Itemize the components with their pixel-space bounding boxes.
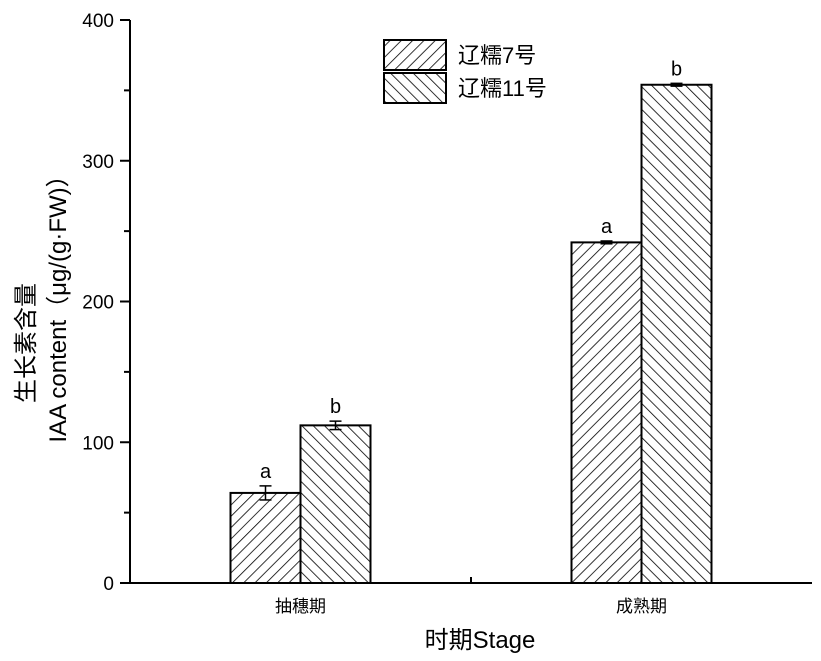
legend-label: 辽糯11号 [458,76,547,101]
x-axis-label: 时期Stage [425,627,536,654]
y-tick-label: 200 [82,293,114,314]
legend-swatch [383,72,447,104]
legend-swatch [383,39,447,71]
y-tick-label: 300 [82,152,114,173]
y-axis-label-line1: 生长素含量 [13,283,40,403]
x-tick-label: 成熟期 [616,596,667,616]
significance-label: b [671,58,682,80]
y-tick-label: 400 [82,11,114,32]
y-axis-label-line2: IAA content（μg/(g·FW)） [45,163,72,442]
bars: a b a b [229,58,713,585]
significance-label: a [601,216,613,238]
y-tick-label: 0 [103,574,114,595]
x-tick-label: 抽穗期 [275,597,326,616]
significance-label: a [260,461,272,483]
significance-label: b [330,396,341,418]
bar [640,83,713,585]
y-tick-label: 100 [82,433,114,454]
bar [299,424,372,584]
bar [229,491,302,585]
bar [570,241,643,584]
legend-label: 辽糯7号 [458,43,536,68]
